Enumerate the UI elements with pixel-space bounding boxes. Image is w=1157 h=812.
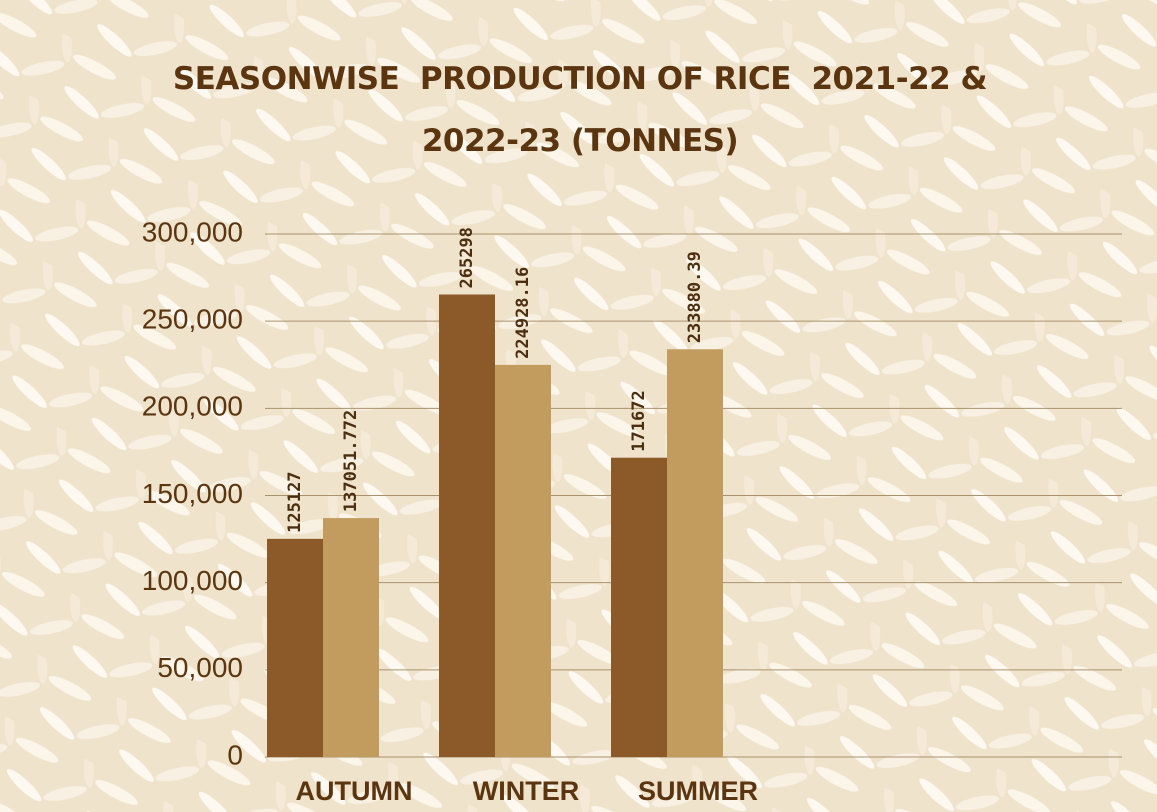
x-tick-label: SUMMER [638,776,758,806]
value-label: 137051.772 [341,410,361,512]
y-tick-label: 150,000 [142,478,243,509]
bar [323,518,379,757]
bar [267,538,323,757]
bar [495,364,551,757]
value-label: 171672 [629,390,649,451]
value-label: 265298 [457,227,477,288]
value-label: 233880.39 [685,251,705,343]
y-tick-label: 100,000 [142,565,243,596]
y-tick-label: 300,000 [142,216,243,247]
x-tick-label: WINTER [473,776,579,806]
y-tick-label: 0 [227,739,243,770]
value-label: 224928.16 [513,267,533,359]
chart-title: SEASONWISE PRODUCTION OF RICE 2021-22 & … [172,61,998,159]
y-tick-label: 250,000 [142,304,243,335]
y-tick-label: 50,000 [157,652,243,683]
bar [439,294,495,757]
x-tick-label: AUTUMN [296,776,413,806]
y-tick-label: 200,000 [142,391,243,422]
value-label: 125127 [285,471,305,532]
bar [611,457,667,757]
bar [667,349,723,757]
